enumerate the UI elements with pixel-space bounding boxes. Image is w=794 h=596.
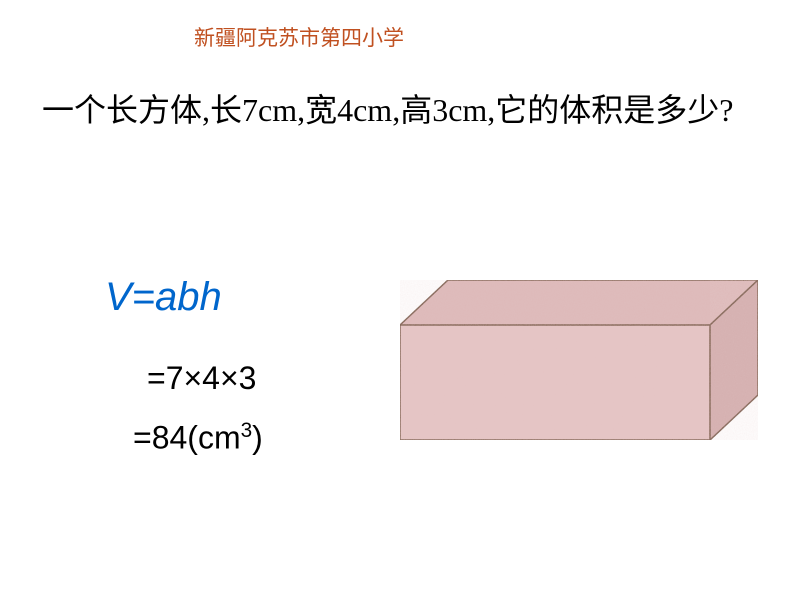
school-name: 新疆阿克苏市第四小学 [194, 26, 404, 50]
school-header: 新疆阿克苏市第四小学 [194, 22, 404, 52]
formula-substitution: =7×4×3 [147, 360, 263, 397]
cuboid-svg [400, 280, 770, 455]
result-prefix: =84(cm [133, 420, 241, 456]
result-exponent: 3 [241, 419, 253, 442]
question-text: 一个长方体,长7cm,宽4cm,高3cm,它的体积是多少? [42, 92, 734, 128]
cuboid-diagram [400, 280, 770, 455]
formula-result: =84(cm3) [133, 419, 263, 457]
formula-equation: V=abh [105, 275, 263, 320]
result-suffix: ) [252, 420, 263, 456]
solution-block: V=abh =7×4×3 =84(cm3) [105, 275, 263, 457]
problem-question: 一个长方体,长7cm,宽4cm,高3cm,它的体积是多少? [42, 87, 762, 133]
